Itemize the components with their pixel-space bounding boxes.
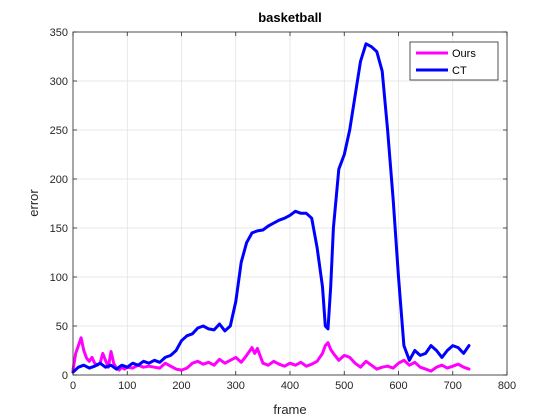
y-tick-label: 150 <box>50 223 68 235</box>
x-tick-label: 200 <box>172 380 190 392</box>
chart-title: basketball <box>258 10 322 25</box>
x-tick-label: 400 <box>281 380 299 392</box>
x-tick-label: 600 <box>389 380 407 392</box>
y-tick-label: 100 <box>50 272 68 284</box>
series-layer <box>71 42 471 374</box>
x-tick-label: 0 <box>70 380 76 392</box>
x-tick-label: 100 <box>118 380 136 392</box>
legend-label-ct: CT <box>452 65 467 77</box>
y-tick-label: 0 <box>62 370 68 382</box>
y-tick-label: 200 <box>50 174 68 186</box>
x-tick-label: 300 <box>227 380 245 392</box>
series-line-ct <box>71 42 471 374</box>
legend-box <box>409 41 499 81</box>
x-tick-label: 800 <box>498 380 516 392</box>
y-tick-label: 300 <box>50 76 68 88</box>
legend-label-ours: Ours <box>452 48 476 60</box>
x-tick-label: 700 <box>444 380 462 392</box>
y-axis-ticks: 0 50 100 150 200 250 300 350 <box>50 27 507 382</box>
series-line-ours <box>71 336 471 373</box>
y-tick-label: 350 <box>50 27 68 39</box>
y-tick-label: 50 <box>56 321 68 333</box>
y-tick-label: 250 <box>50 125 68 137</box>
x-axis-label: frame <box>273 402 306 417</box>
x-tick-label: 500 <box>335 380 353 392</box>
legend: Ours CT <box>409 41 499 81</box>
y-axis-label: error <box>26 189 41 217</box>
x-axis-ticks: 0 100 200 300 400 500 600 700 800 <box>70 32 516 392</box>
